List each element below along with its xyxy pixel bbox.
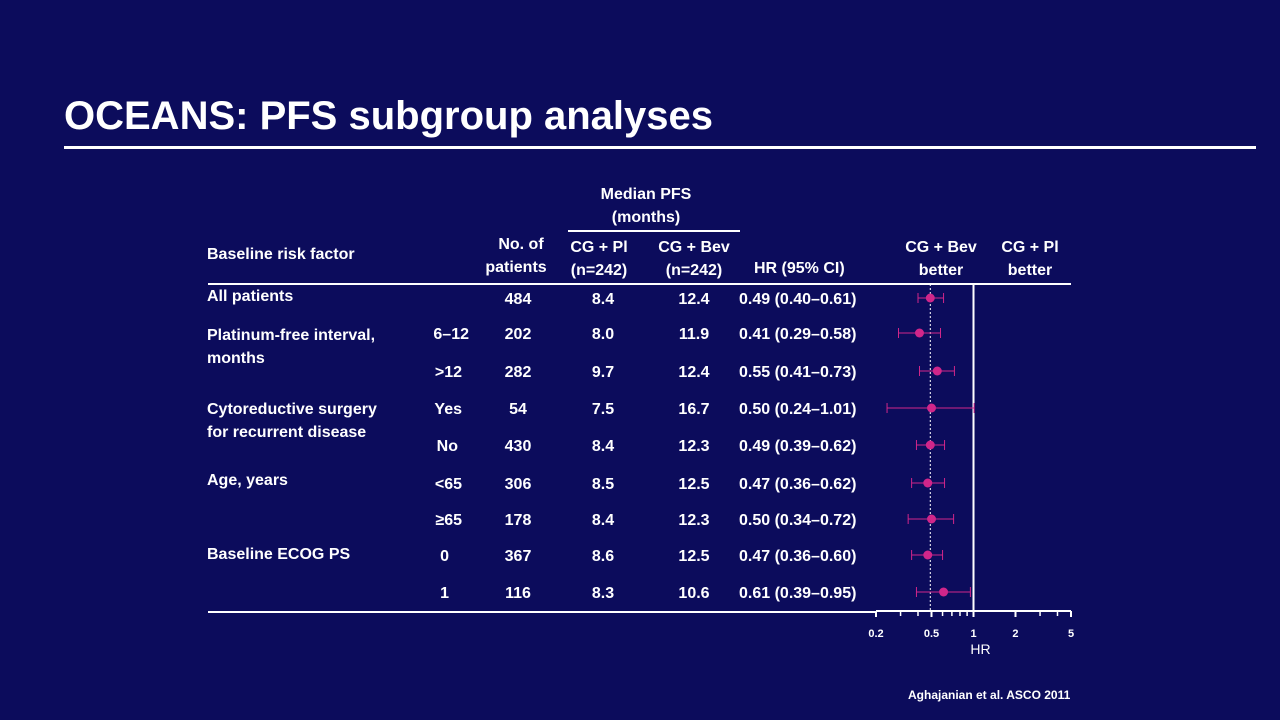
row-n: 116 [505, 585, 531, 602]
no-of-patients-line2: patients [485, 259, 547, 276]
row-bev: 12.5 [678, 548, 710, 565]
row-bev: 12.5 [678, 476, 710, 493]
row-bev: 10.6 [678, 585, 710, 602]
row-pl: 7.5 [591, 401, 615, 418]
group-label-cytoreductive-line1: Cytoreductive surgery [207, 401, 377, 418]
hr-point [923, 550, 933, 560]
cg-bev-header: CG + Bev (n=242) [658, 236, 730, 282]
x-tick-label: 2 [1012, 628, 1018, 640]
row-bev: 11.9 [678, 326, 710, 343]
row-subgroup: ≥65 [435, 512, 462, 529]
median-pfs-rule [568, 230, 740, 232]
row-bev: 12.4 [678, 291, 710, 308]
median-pfs-header-line2: (months) [611, 209, 681, 226]
cg-pl-header-line1: CG + Pl [570, 239, 628, 256]
row-bev: 12.3 [678, 512, 710, 529]
baseline-risk-factor-header: Baseline risk factor [207, 246, 355, 263]
hr-point [927, 514, 937, 524]
bev-better-header: CG + Bev better [905, 236, 977, 282]
hr-point [925, 293, 935, 303]
row-n: 54 [509, 401, 527, 418]
row-hr: 0.47 (0.36–0.60) [739, 548, 857, 565]
x-tick-label: 0.5 [924, 628, 939, 640]
hr-point [927, 403, 937, 413]
x-tick-label: 0.2 [868, 628, 883, 640]
hr-point [939, 587, 949, 597]
header-rule [208, 283, 1071, 285]
row-n: 484 [504, 291, 532, 308]
hr-point [923, 478, 933, 488]
row-subgroup: Yes [434, 401, 462, 418]
group-label-platinum-free: Platinum-free interval, months [207, 324, 375, 370]
row-hr: 0.49 (0.39–0.62) [739, 438, 857, 455]
hr-ci-header: HR (95% CI) [754, 260, 845, 277]
slide-title: OCEANS: PFS subgroup analyses [64, 94, 714, 138]
row-pl: 8.4 [591, 512, 615, 529]
row-pl: 9.7 [591, 364, 615, 381]
row-pl: 8.4 [591, 291, 615, 308]
pl-better-line2: better [1007, 262, 1053, 279]
bottom-table-rule [208, 611, 875, 613]
row-pl: 8.5 [591, 476, 615, 493]
hr-point [932, 366, 942, 376]
x-tick-label: 5 [1068, 628, 1074, 640]
row-hr: 0.50 (0.34–0.72) [739, 512, 857, 529]
row-n: 367 [504, 548, 532, 565]
median-pfs-header-line1: Median PFS [600, 186, 692, 203]
row-pl: 8.3 [591, 585, 615, 602]
cg-pl-header: CG + Pl (n=242) [570, 236, 627, 282]
x-axis-title: HR [970, 641, 990, 657]
bev-better-line2: better [918, 262, 964, 279]
row-n: 306 [504, 476, 532, 493]
x-tick-label: 1 [970, 628, 976, 640]
pl-better-line1: CG + Pl [1001, 239, 1059, 256]
group-label-platinum-line1: Platinum-free interval, [207, 327, 376, 344]
row-n: 178 [504, 512, 532, 529]
cg-bev-header-line1: CG + Bev [658, 239, 730, 256]
row-hr: 0.61 (0.39–0.95) [739, 585, 857, 602]
median-pfs-header: Median PFS (months) [601, 183, 692, 229]
group-label-platinum-line2: months [207, 350, 265, 367]
row-n: 282 [504, 364, 532, 381]
bev-better-line1: CG + Bev [905, 239, 977, 256]
no-of-patients-line1: No. of [498, 236, 544, 253]
row-pl: 8.0 [591, 326, 615, 343]
row-pl: 8.6 [591, 548, 615, 565]
row-hr: 0.55 (0.41–0.73) [739, 364, 857, 381]
row-subgroup: >12 [434, 364, 462, 381]
group-label-age: Age, years [207, 472, 288, 489]
source-citation: Aghajanian et al. ASCO 2011 [908, 688, 1071, 702]
row-n: 202 [504, 326, 532, 343]
group-label-cytoreductive-line2: for recurrent disease [207, 424, 367, 441]
no-of-patients-header: No. of patients [485, 233, 546, 279]
group-label-all-patients: All patients [207, 288, 294, 305]
cg-pl-header-line2: (n=242) [570, 262, 628, 279]
row-n: 430 [504, 438, 532, 455]
row-hr: 0.41 (0.29–0.58) [739, 326, 857, 343]
hr-point [914, 328, 924, 338]
row-pl: 8.4 [591, 438, 615, 455]
row-bev: 16.7 [678, 401, 710, 418]
row-subgroup: <65 [434, 476, 462, 493]
pl-better-header: CG + Pl better [1001, 236, 1058, 282]
row-hr: 0.50 (0.24–1.01) [739, 401, 857, 418]
group-label-cytoreductive: Cytoreductive surgery for recurrent dise… [207, 398, 377, 444]
row-bev: 12.4 [678, 364, 710, 381]
row-bev: 12.3 [678, 438, 710, 455]
hr-point [925, 440, 935, 450]
row-subgroup: 0 [440, 548, 449, 565]
row-subgroup: 6–12 [433, 326, 469, 343]
row-subgroup: No [436, 438, 458, 455]
group-label-ecog: Baseline ECOG PS [207, 546, 351, 563]
row-hr: 0.47 (0.36–0.62) [739, 476, 857, 493]
cg-bev-header-line2: (n=242) [665, 262, 723, 279]
row-hr: 0.49 (0.40–0.61) [739, 291, 857, 308]
title-underline [64, 146, 1256, 149]
row-subgroup: 1 [440, 585, 449, 602]
